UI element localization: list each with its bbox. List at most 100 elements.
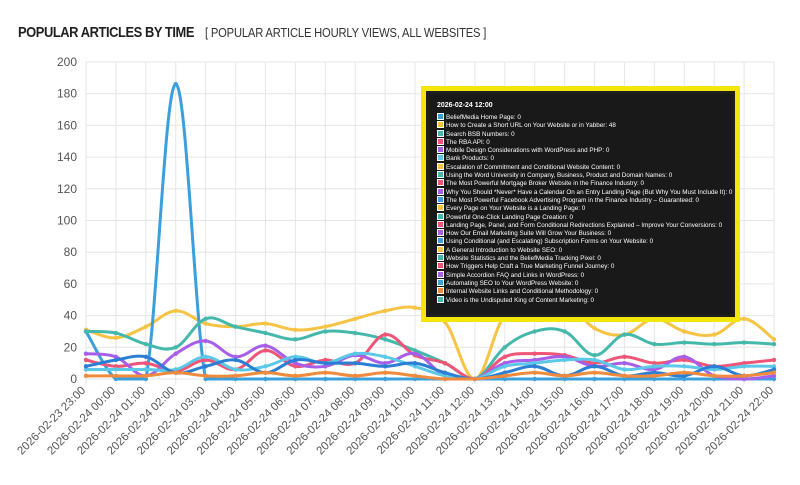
data-point: [532, 360, 537, 366]
tooltip-item-label: The Most Powerful Facebook Advertising P…: [446, 196, 700, 204]
tooltip-item: Website Statistics and the BeliefMedia T…: [437, 254, 732, 262]
y-tick-label: 40: [64, 309, 78, 323]
tooltip-item-label: Using the Word University in Company, Bu…: [446, 172, 673, 180]
tooltip-item-label: A General Introduction to Website SEO: 0: [446, 246, 563, 254]
data-point: [741, 360, 747, 366]
data-point: [293, 360, 298, 366]
legend-swatch: [437, 270, 444, 278]
tooltip-item-label: Landing Page, Panel, and Form Conditiona…: [446, 221, 723, 229]
tooltip-item-label: BeliefMedia Home Page: 0: [446, 114, 521, 121]
chart-tooltip: 2026-02-24 12:00 BeliefMedia Home Page: …: [421, 86, 740, 322]
data-point: [622, 332, 627, 337]
tooltip-item: Why You Should *Never* Have a Calendar O…: [437, 187, 733, 196]
data-point: [382, 376, 388, 382]
data-point: [263, 370, 268, 375]
data-point: [293, 327, 298, 333]
data-point: [293, 357, 298, 363]
data-point: [173, 351, 178, 356]
data-point: [233, 373, 238, 379]
data-point: [353, 351, 358, 356]
data-point: [293, 354, 298, 360]
data-point: [382, 360, 388, 366]
tooltip-item: Every Page on Your Website is a Landing …: [437, 204, 732, 212]
data-point: [532, 376, 537, 382]
data-point: [113, 376, 119, 382]
data-point: [412, 373, 418, 379]
tooltip-item-label: Video is the Undisputed King of Content …: [446, 296, 594, 304]
data-point: [741, 364, 747, 369]
tooltip-item: Simple Accordion FAQ and Links in WordPr…: [437, 270, 732, 279]
data-point: [652, 373, 657, 379]
data-point: [203, 373, 208, 379]
data-point: [83, 351, 89, 356]
data-point: [263, 376, 268, 382]
data-point: [323, 357, 328, 363]
data-point: [682, 373, 687, 379]
data-point: [652, 376, 657, 382]
data-point: [113, 364, 119, 369]
tooltip-item: Using Conditional (and Escalating) Subsc…: [437, 237, 732, 245]
data-point: [83, 367, 89, 372]
data-point: [652, 370, 657, 375]
series-line-5: [84, 339, 776, 381]
data-point: [652, 360, 657, 366]
legend-swatch: [437, 245, 444, 253]
y-tick-label: 200: [57, 55, 77, 69]
data-point: [502, 354, 507, 360]
tooltip-item: The Most Powerful Facebook Advertising P…: [437, 195, 732, 204]
legend-swatch: [437, 212, 444, 220]
tooltip-item: Automating SEO to Your WordPress Website…: [437, 278, 732, 287]
series-line-3: [84, 316, 776, 381]
data-point: [771, 364, 777, 369]
tooltip-item-label: Every Page on Your Website is a Landing …: [446, 205, 586, 213]
tooltip-body: 2026-02-24 12:00 BeliefMedia Home Page: …: [429, 94, 732, 314]
data-point: [682, 329, 687, 334]
tooltip-item: Using the Word University in Company, Bu…: [437, 171, 732, 179]
data-point: [143, 324, 149, 329]
data-point: [143, 341, 149, 347]
data-point: [293, 373, 298, 379]
data-point: [353, 373, 358, 379]
legend-swatch: [437, 187, 444, 195]
tooltip-item-label: Mobile Design Considerations with WordPr…: [446, 147, 610, 155]
data-point: [203, 357, 208, 363]
data-point: [293, 376, 298, 382]
data-point: [532, 351, 537, 356]
legend-swatch: [437, 237, 444, 245]
tooltip-item-label: Using Conditional (and Escalating) Subsc…: [446, 238, 654, 246]
data-point: [83, 357, 89, 363]
data-point: [353, 316, 358, 321]
data-point: [502, 364, 507, 369]
data-point: [263, 321, 268, 326]
tooltip-item: How Triggers Help Craft a True Marketing…: [437, 262, 732, 270]
legend-swatch: [437, 137, 444, 145]
tooltip-item-label: Why You Should *Never* Have a Calendar O…: [446, 188, 733, 196]
y-tick-label: 0: [70, 372, 77, 386]
data-point: [412, 376, 418, 382]
tooltip-item: Video is the Undisputed King of Content …: [437, 295, 732, 304]
y-tick-label: 100: [57, 214, 77, 228]
legend-swatch: [437, 262, 444, 270]
data-point: [83, 364, 89, 369]
data-point: [711, 332, 717, 337]
legend-swatch: [437, 278, 444, 286]
data-point: [353, 330, 358, 336]
data-point: [143, 354, 149, 360]
data-point: [622, 354, 627, 360]
data-point: [353, 376, 358, 382]
data-point: [233, 367, 238, 372]
data-point: [592, 357, 597, 363]
data-point: [412, 360, 418, 366]
tooltip-item-label: Escalation of Commitment and Conditional…: [446, 163, 621, 171]
data-point: [323, 324, 328, 329]
data-point: [263, 343, 268, 348]
data-point: [203, 338, 208, 344]
tooltip-item: Escalation of Commitment and Conditional…: [437, 162, 732, 171]
tooltip-item-label: How to Create a Short URL on Your Websit…: [446, 122, 616, 130]
data-point: [741, 340, 747, 345]
data-point: [652, 364, 657, 369]
legend-swatch: [437, 220, 444, 228]
tooltip-item-label: Powerful One-Click Landing Page Creation…: [446, 213, 574, 221]
chart-subtitle: [ POPULAR ARTICLE HOURLY VIEWS, ALL WEBS…: [205, 25, 487, 40]
